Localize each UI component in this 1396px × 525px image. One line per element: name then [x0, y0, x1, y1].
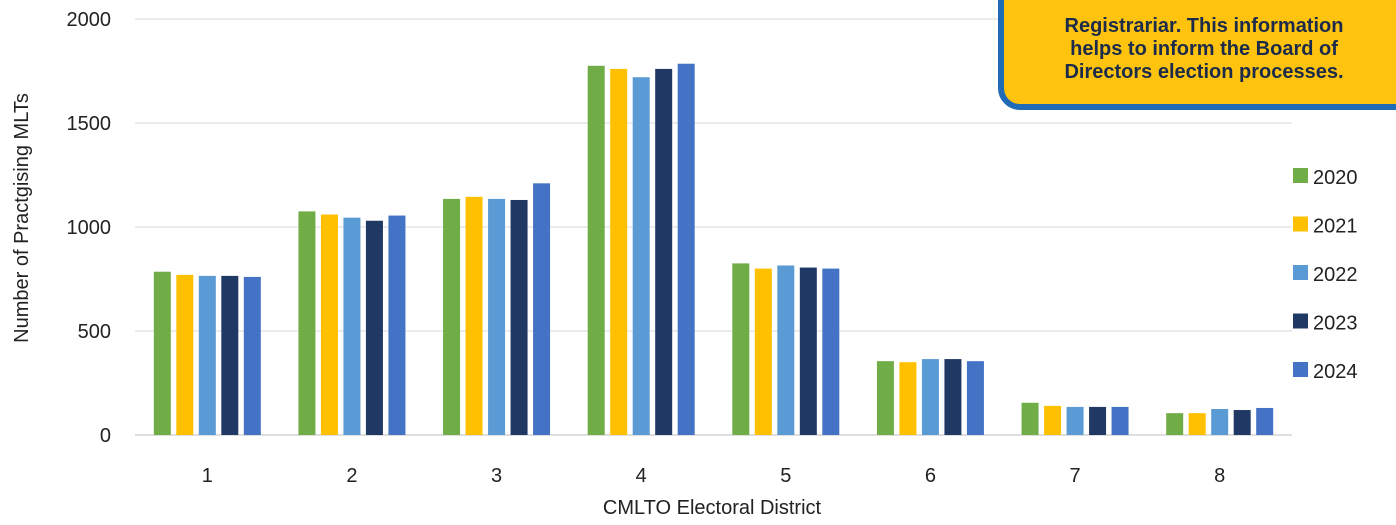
bar — [966, 361, 984, 435]
bar — [799, 267, 817, 435]
y-tick-label: 0 — [100, 425, 111, 447]
bar — [1021, 402, 1039, 435]
bar — [777, 265, 795, 435]
bar — [822, 268, 840, 435]
legend-label: 2022 — [1313, 264, 1358, 286]
y-tick-label: 500 — [78, 321, 111, 343]
legend-swatch — [1293, 216, 1308, 232]
bar — [198, 275, 216, 435]
bar — [1089, 406, 1107, 435]
bars — [153, 63, 1274, 436]
bar — [1166, 413, 1184, 435]
y-tick-label: 2000 — [67, 9, 112, 31]
bar — [899, 362, 917, 435]
x-tick-label: 6 — [925, 465, 936, 487]
bar — [655, 68, 673, 436]
x-tick-label: 5 — [780, 465, 791, 487]
bar — [754, 268, 772, 435]
legend-swatch — [1293, 265, 1308, 280]
legend-label: 2024 — [1313, 361, 1358, 383]
legend: 2020 2021 2022 2023 2024 — [1293, 167, 1358, 383]
bar — [443, 198, 461, 435]
bar — [632, 77, 650, 436]
bar — [488, 198, 506, 435]
bar — [533, 183, 551, 435]
callout-text: Registrariar. This information helps to … — [1004, 15, 1396, 84]
bar — [343, 217, 361, 435]
info-callout: Registrariar. This information helps to … — [998, 0, 1396, 110]
legend-label: 2020 — [1313, 167, 1358, 189]
bar — [1256, 407, 1274, 435]
bar — [465, 196, 483, 435]
x-tick-label: 7 — [1070, 465, 1081, 487]
x-tick-label: 1 — [202, 465, 213, 487]
callout-line-3: Directors election processes. — [1064, 61, 1344, 83]
y-tick-label: 1500 — [67, 113, 112, 135]
bar — [944, 359, 962, 435]
bar — [1211, 409, 1229, 435]
bar — [677, 63, 695, 435]
y-axis-ticks: 0 500 1000 1500 2000 — [67, 9, 112, 447]
legend-label: 2023 — [1313, 313, 1358, 335]
bar — [1233, 410, 1251, 435]
bar — [732, 263, 750, 435]
bar — [587, 65, 605, 436]
bar — [921, 359, 939, 435]
y-tick-label: 1000 — [67, 217, 112, 239]
callout-line-1: Registrariar. This information — [1064, 15, 1344, 37]
legend-swatch — [1293, 168, 1308, 183]
bar — [1111, 406, 1129, 435]
bar — [298, 211, 316, 435]
bar — [610, 68, 628, 436]
legend-swatch — [1293, 362, 1308, 377]
x-tick-label: 3 — [491, 465, 502, 487]
bar — [1188, 413, 1206, 435]
legend-swatch — [1293, 313, 1308, 329]
x-axis-title: CMLTO Electoral District — [603, 497, 822, 519]
legend-label: 2021 — [1313, 216, 1358, 238]
bar — [176, 274, 194, 435]
bar — [876, 361, 894, 435]
bar — [243, 276, 261, 435]
bar — [1066, 406, 1084, 435]
x-tick-label: 4 — [636, 465, 647, 487]
y-axis-title: Number of Practgising MLTs — [11, 93, 33, 343]
x-tick-label: 8 — [1214, 465, 1225, 487]
bar — [388, 215, 406, 435]
bar — [221, 275, 239, 435]
bar — [1044, 405, 1062, 435]
x-tick-label: 2 — [346, 465, 357, 487]
bar — [320, 214, 338, 435]
callout-line-2: helps to inform the Board of — [1070, 38, 1338, 60]
bar — [365, 220, 383, 435]
x-axis-ticks: 1 2 3 4 5 6 7 8 — [202, 465, 1226, 487]
bar — [510, 199, 528, 435]
bar — [153, 271, 171, 435]
